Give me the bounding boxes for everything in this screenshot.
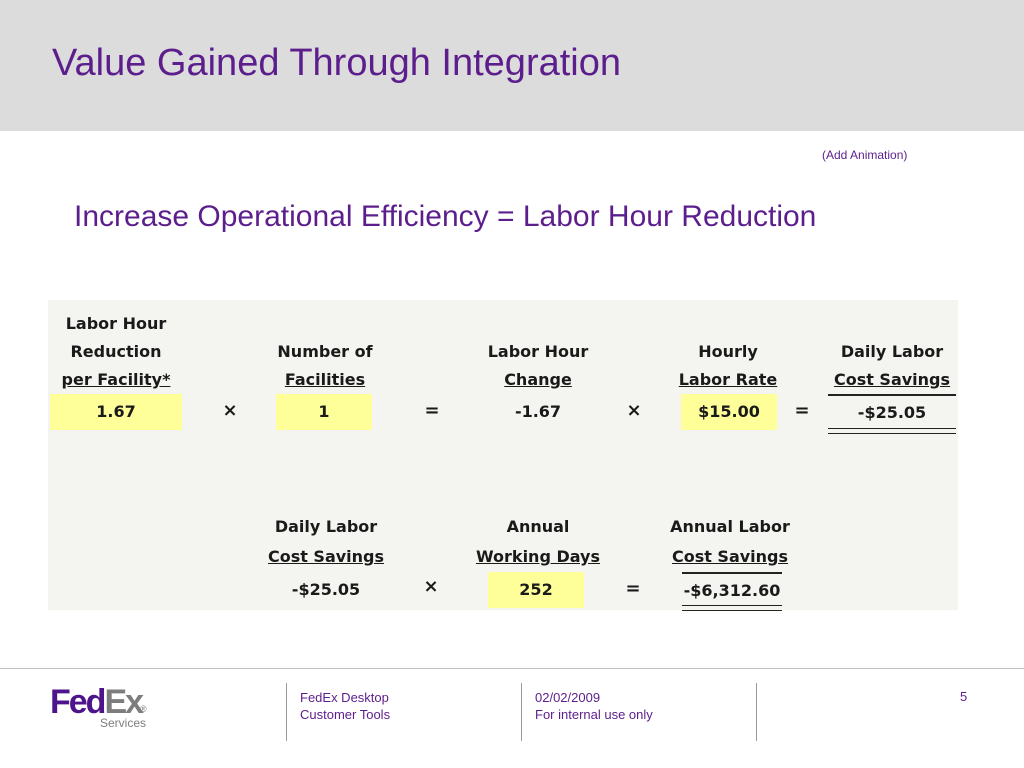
page-number: 5 bbox=[960, 689, 968, 704]
value-annual-working-days: 252 bbox=[488, 572, 584, 608]
slide-title: Value Gained Through Integration bbox=[52, 42, 621, 84]
footer-date-classification: 02/02/2009 For internal use only bbox=[535, 690, 653, 722]
value-daily-labor-cost-savings-2: -$25.05 bbox=[291, 580, 361, 599]
multiply-operator: × bbox=[423, 576, 439, 597]
animation-note: (Add Animation) bbox=[822, 148, 908, 162]
header-daily-labor-cost-savings-2: Daily Labor Cost Savings bbox=[267, 517, 385, 566]
header-labor-hour-reduction: Labor Hour Reduction per Facility* bbox=[61, 314, 171, 389]
footer-divider bbox=[0, 668, 1024, 669]
result-rule-double bbox=[682, 605, 782, 611]
value-labor-hour-reduction: 1.67 bbox=[50, 394, 182, 430]
value-daily-labor-cost-savings: -$25.05 bbox=[857, 403, 927, 422]
footer-separator bbox=[756, 683, 757, 741]
value-number-of-facilities: 1 bbox=[276, 394, 372, 430]
result-rule-double bbox=[828, 428, 956, 434]
equals-operator: = bbox=[424, 400, 440, 421]
header-daily-labor-cost-savings: Daily Labor Cost Savings bbox=[833, 342, 951, 389]
value-annual-labor-cost-savings: -$6,312.60 bbox=[683, 581, 781, 600]
equals-operator: = bbox=[794, 400, 810, 421]
result-rule-top bbox=[682, 572, 782, 574]
result-rule-top bbox=[828, 394, 956, 396]
value-hourly-labor-rate: $15.00 bbox=[681, 394, 777, 430]
header-labor-hour-change: Labor Hour Change bbox=[487, 342, 589, 389]
value-labor-hour-change: -1.67 bbox=[514, 402, 562, 421]
footer-product: FedEx Desktop Customer Tools bbox=[300, 690, 391, 722]
calculation-panel bbox=[48, 300, 958, 610]
header-annual-labor-cost-savings: Annual Labor Cost Savings bbox=[670, 517, 790, 566]
title-band bbox=[0, 0, 1024, 131]
fedex-services-logo: FedEx ® Services bbox=[50, 683, 147, 730]
multiply-operator: × bbox=[626, 400, 642, 421]
equals-operator: = bbox=[625, 578, 641, 599]
footer-separator bbox=[286, 683, 287, 741]
footer-separator bbox=[521, 683, 522, 741]
header-annual-working-days: Annual Working Days bbox=[475, 517, 601, 566]
header-hourly-labor-rate: Hourly Labor Rate bbox=[678, 342, 778, 389]
header-number-of-facilities: Number of Facilities bbox=[277, 342, 373, 389]
slide-subtitle: Increase Operational Efficiency = Labor … bbox=[74, 200, 817, 233]
multiply-operator: × bbox=[222, 400, 238, 421]
